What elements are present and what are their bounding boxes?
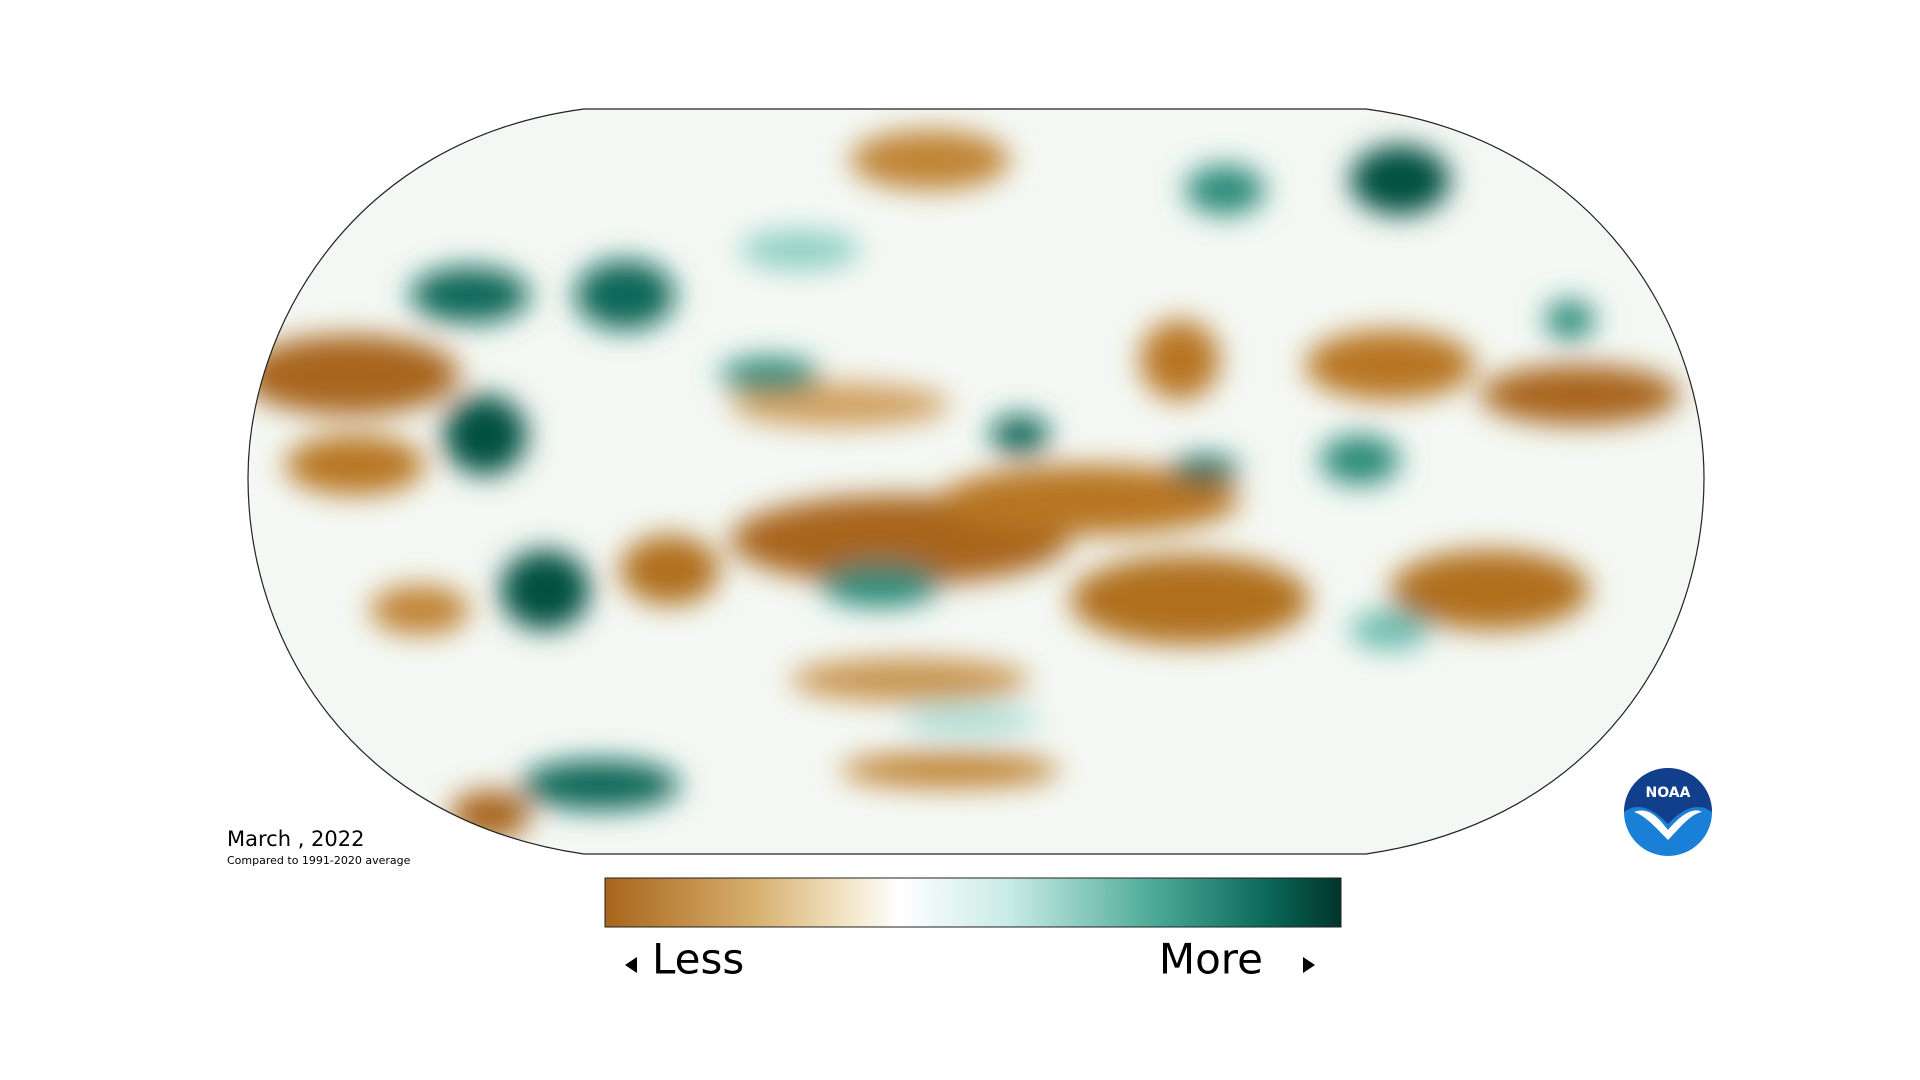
wet-area bbox=[1170, 456, 1240, 484]
wet-area bbox=[820, 563, 940, 607]
wet-area bbox=[575, 260, 675, 330]
dry-area bbox=[1480, 365, 1680, 425]
wet-area bbox=[1350, 610, 1430, 650]
logo-bird bbox=[1634, 810, 1702, 840]
date-label: March , 2022 bbox=[227, 827, 364, 851]
map-outline bbox=[247, 108, 1705, 855]
less-arrow bbox=[625, 957, 637, 973]
dry-area bbox=[850, 130, 1010, 190]
color-scale bbox=[604, 877, 1342, 928]
dry-area bbox=[840, 752, 1060, 788]
dry-area bbox=[450, 790, 530, 840]
legend-low-label: Less bbox=[652, 935, 744, 984]
wet-area bbox=[1350, 145, 1450, 215]
wet-area bbox=[1320, 435, 1400, 485]
logo-text: NOAA bbox=[1646, 785, 1691, 801]
dry-area bbox=[1390, 550, 1590, 630]
wet-area bbox=[1185, 165, 1265, 215]
wet-area bbox=[410, 267, 530, 323]
dry-area bbox=[1070, 555, 1310, 645]
dry-area bbox=[248, 335, 460, 415]
noaa-logo: NOAA bbox=[1624, 768, 1712, 856]
wet-area bbox=[990, 415, 1050, 455]
wet-area bbox=[740, 230, 860, 270]
wet-area bbox=[720, 357, 820, 393]
subtitle: Compared to 1991-2020 average bbox=[227, 854, 411, 867]
logo-top bbox=[1624, 768, 1712, 824]
dry-area bbox=[730, 383, 950, 427]
more-arrow bbox=[1303, 957, 1315, 973]
legend-high-label: More bbox=[1159, 935, 1263, 984]
dry-area bbox=[940, 465, 1240, 535]
wet-area bbox=[900, 706, 1040, 734]
dry-area bbox=[285, 435, 425, 495]
dry-area bbox=[790, 658, 1030, 702]
wet-area bbox=[443, 395, 527, 475]
anomaly-field bbox=[248, 130, 1680, 840]
wet-area bbox=[1545, 300, 1595, 340]
wet-area bbox=[500, 550, 590, 630]
dry-area bbox=[620, 535, 720, 605]
dry-area bbox=[1305, 330, 1475, 400]
map-field bbox=[248, 109, 1704, 854]
dry-area bbox=[370, 585, 470, 635]
dry-area bbox=[1140, 320, 1220, 400]
wet-area bbox=[520, 760, 680, 810]
